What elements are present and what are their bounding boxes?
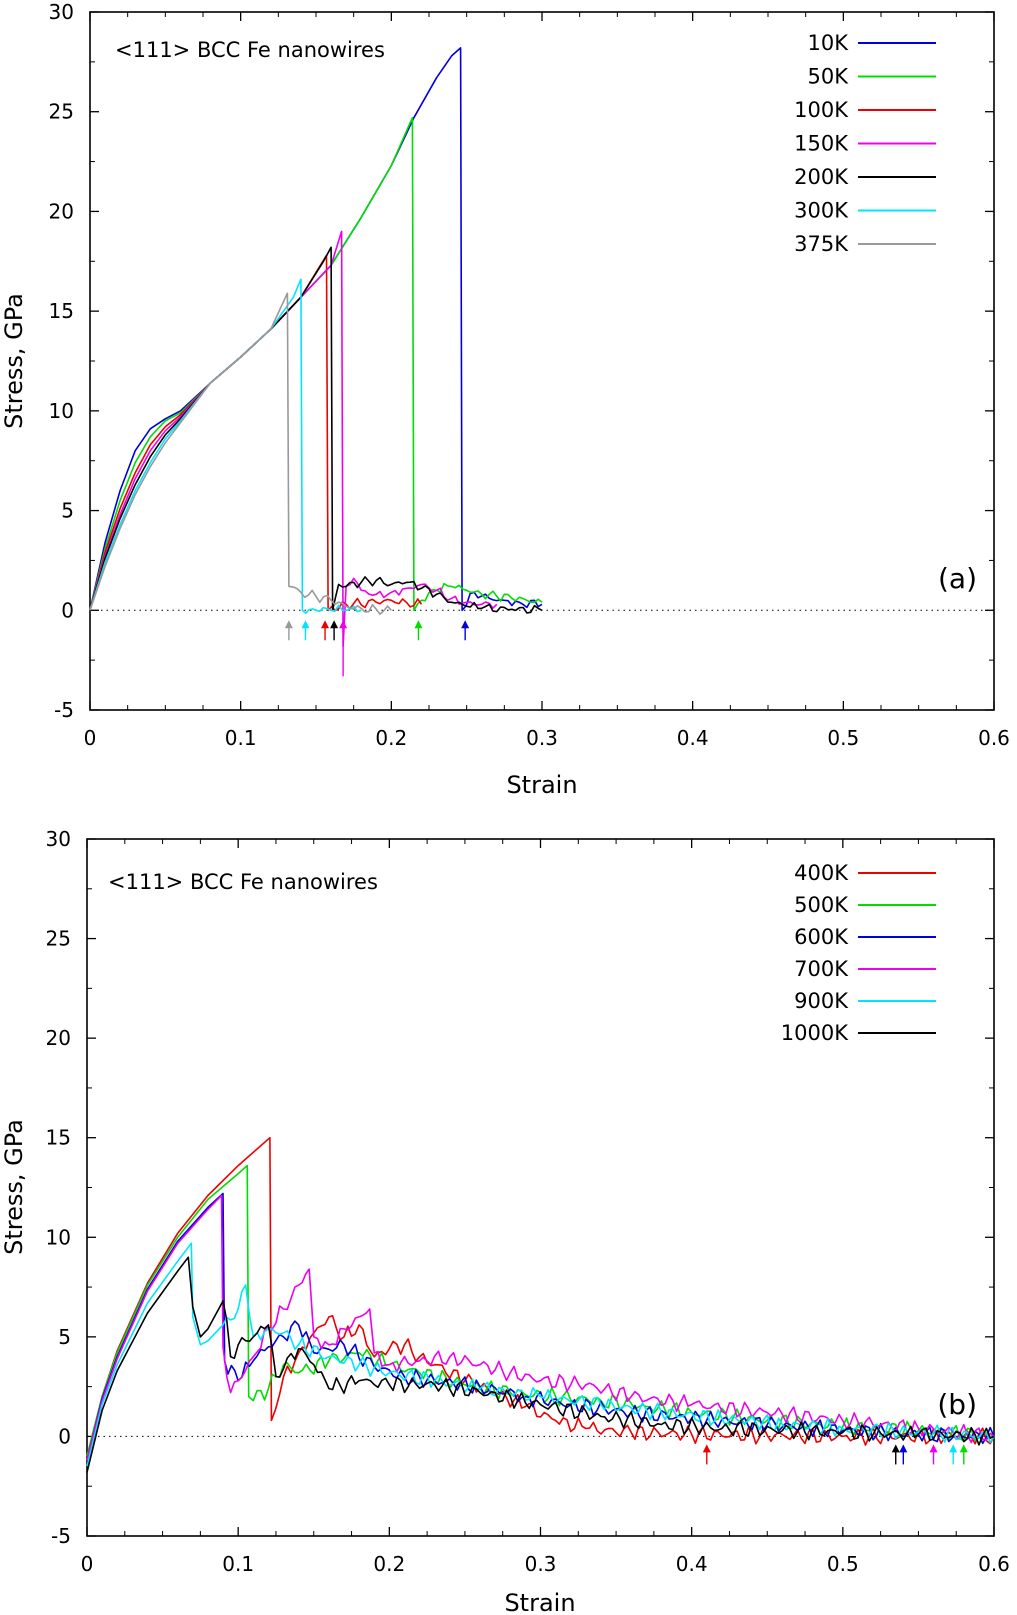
panel-b-x-tick-label: 0 [81, 1552, 94, 1576]
panel-a-x-tick-label: 0.5 [827, 726, 859, 750]
panel-b-series-line-600K [86, 1192, 995, 1461]
panel-a-x-tick-label: 0.2 [375, 726, 407, 750]
panel-a-series-line-150K [89, 230, 498, 647]
panel-b-series-line-900K [86, 1242, 995, 1467]
panel-a-y-tick-label: 0 [61, 598, 74, 622]
panel-a-stress-strain-chart: <111> BCC Fe nanowires (a) Strain Stress… [0, 0, 1010, 799]
panel-a-fracture-arrow-200K [330, 620, 339, 641]
panel-b-fracture-arrow-1000K [891, 1444, 900, 1465]
panel-b-stress-strain-chart: <111> BCC Fe nanowires (b) Strain Stress… [0, 827, 1010, 1615]
panel-a-fracture-arrow-150K [339, 620, 348, 677]
panel-a-y-tick-label: 5 [61, 499, 74, 523]
panel-a-y-tick-label: 15 [49, 299, 74, 323]
panel-a-series-line-50K [89, 116, 543, 612]
panel-a-y-tick-label: 30 [49, 0, 74, 24]
panel-b-xlabel: Strain [504, 1589, 575, 1615]
panel-a-title: <111> BCC Fe nanowires [115, 38, 385, 62]
panel-b-y-tick-label: 0 [58, 1424, 71, 1448]
panel-b-fracture-arrow-500K [959, 1444, 968, 1465]
panel-a-legend-label-10K: 10K [808, 31, 850, 55]
panel-b-series-line-1000K [86, 1256, 995, 1473]
panel-b-legend-label-1000K: 1000K [781, 1021, 849, 1045]
panel-b-fracture-arrow-700K [929, 1444, 938, 1465]
panel-b-y-tick-label: 15 [46, 1126, 71, 1150]
panel-b-y-tick-label: 5 [58, 1325, 71, 1349]
panel-a-x-tick-label: 0.4 [677, 726, 709, 750]
panel-b-legend-label-900K: 900K [794, 989, 849, 1013]
panel-a-legend-label-50K: 50K [808, 65, 850, 89]
panel-a-label: (a) [938, 562, 977, 595]
panel-a-legend-label-200K: 200K [794, 165, 849, 189]
panel-b-legend-label-400K: 400K [794, 861, 849, 885]
panel-b-legend-label-700K: 700K [794, 957, 849, 981]
panel-a-legend-label-375K: 375K [794, 232, 849, 256]
panel-b-y-tick-label: -5 [51, 1524, 71, 1548]
panel-b-y-tick-label: 20 [46, 1026, 71, 1050]
panel-b-fracture-arrow-900K [949, 1444, 958, 1465]
panel-a-y-tick-label: -5 [54, 698, 74, 722]
panel-a-y-tick-label: 10 [49, 399, 74, 423]
panel-a-ylabel: Stress, GPa [0, 293, 28, 429]
panel-a-fracture-arrow-10K [461, 620, 470, 641]
panel-b-legend-label-600K: 600K [794, 925, 849, 949]
panel-a-series-line-100K [89, 254, 423, 612]
panel-a-x-tick-label: 0 [84, 726, 97, 750]
panel-a-fracture-arrow-100K [321, 620, 330, 641]
panel-b-y-tick-label: 25 [46, 927, 71, 951]
panel-a-fracture-arrow-50K [414, 620, 423, 641]
panel-a-legend-label-150K: 150K [794, 132, 849, 156]
panel-b-y-tick-label: 10 [46, 1225, 71, 1249]
panel-a-series-line-375K [89, 292, 392, 615]
panel-b-x-tick-label: 0.4 [676, 1552, 708, 1576]
panel-a-fracture-arrow-300K [301, 620, 310, 641]
panel-a-plot-frame [89, 11, 995, 711]
panel-b-label: (b) [937, 1388, 977, 1421]
panel-b-fracture-arrow-600K [899, 1444, 908, 1465]
panel-b-legend-label-500K: 500K [794, 893, 849, 917]
panel-a-legend-label-300K: 300K [794, 199, 849, 223]
panel-a-x-tick-label: 0.6 [978, 726, 1010, 750]
panel-b-x-tick-label: 0.3 [525, 1552, 557, 1576]
panel-a-y-tick-label: 20 [49, 199, 74, 223]
panel-a-legend-label-100K: 100K [794, 98, 849, 122]
panel-b-ylabel: Stress, GPa [0, 1119, 28, 1255]
panel-b-x-tick-label: 0.5 [827, 1552, 859, 1576]
panel-a-series-line-10K [89, 47, 543, 612]
panel-b-title: <111> BCC Fe nanowires [108, 870, 378, 894]
panel-b-x-tick-label: 0.1 [222, 1552, 254, 1576]
panel-a-fracture-arrow-375K [284, 620, 293, 641]
panel-b-x-tick-label: 0.2 [373, 1552, 405, 1576]
panel-a-y-tick-label: 25 [49, 100, 74, 124]
panel-a-x-tick-label: 0.3 [526, 726, 558, 750]
panel-a-series-line-300K [89, 278, 362, 614]
panel-b-y-tick-label: 30 [46, 827, 71, 851]
panel-a-series-line-200K [89, 246, 543, 614]
panel-a-x-tick-label: 0.1 [225, 726, 257, 750]
panel-a-xlabel: Strain [506, 771, 577, 799]
panel-b-fracture-arrow-400K [702, 1444, 711, 1465]
panel-b-x-tick-label: 0.6 [978, 1552, 1010, 1576]
